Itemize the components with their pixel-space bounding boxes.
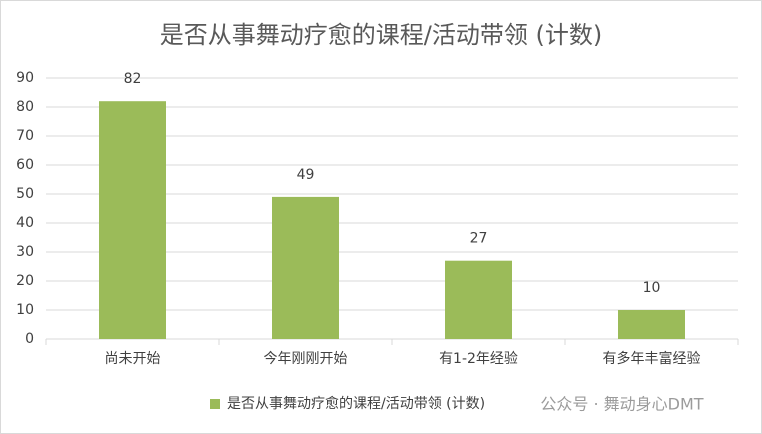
y-tick-label: 30 xyxy=(16,244,34,260)
x-tick-label: 有1-2年经验 xyxy=(439,351,518,367)
x-tick-label: 有多年丰富经验 xyxy=(603,350,701,367)
chart-title: 是否从事舞动疗愈的课程/活动带领 (计数) xyxy=(160,21,602,49)
data-label: 49 xyxy=(297,167,315,183)
y-tick-label: 0 xyxy=(25,331,34,347)
bar xyxy=(272,196,339,339)
legend-label: 是否从事舞动疗愈的课程/活动带领 (计数) xyxy=(227,396,485,412)
data-label: 27 xyxy=(470,231,488,247)
y-tick-label: 10 xyxy=(16,302,34,318)
legend-swatch xyxy=(210,399,220,409)
data-label: 10 xyxy=(643,280,661,296)
x-tick-label: 尚未开始 xyxy=(105,351,161,367)
y-tick-label: 20 xyxy=(16,273,34,289)
bar xyxy=(445,260,512,339)
bar xyxy=(618,310,685,339)
bar xyxy=(99,101,166,339)
y-tick-label: 80 xyxy=(16,99,34,115)
y-tick-label: 70 xyxy=(16,128,34,144)
y-tick-label: 40 xyxy=(16,215,34,231)
y-tick-label: 50 xyxy=(16,186,34,202)
y-tick-label: 90 xyxy=(16,70,34,86)
x-tick-label: 今年刚刚开始 xyxy=(264,351,348,367)
y-tick-label: 60 xyxy=(16,157,34,173)
data-label: 82 xyxy=(124,71,142,87)
watermark: 公众号 · 舞动身心DMT xyxy=(540,395,703,414)
